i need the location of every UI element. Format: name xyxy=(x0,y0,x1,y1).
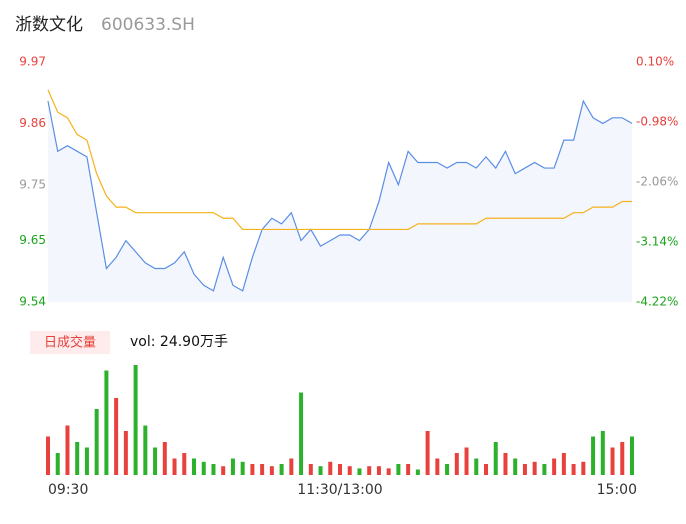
y-tick-label: 9.54 xyxy=(19,295,46,309)
volume-bar xyxy=(211,464,216,475)
volume-bar xyxy=(493,442,498,475)
volume-bar xyxy=(561,453,566,475)
y2-tick-label: -2.06% xyxy=(636,175,678,189)
volume-bar xyxy=(289,458,294,475)
volume-bar xyxy=(484,464,488,475)
volume-bar xyxy=(55,453,60,475)
volume-bar xyxy=(123,431,128,475)
volume-bar xyxy=(318,466,323,475)
volume-bar xyxy=(630,436,634,475)
y2-tick-label: 0.10% xyxy=(636,55,674,69)
chart-title: 浙数文化 xyxy=(15,15,83,35)
volume-bar xyxy=(406,464,411,475)
y2-tick-label: -0.98% xyxy=(636,115,678,129)
volume-bar xyxy=(75,442,80,475)
volume-bar xyxy=(503,453,508,475)
volume-badge xyxy=(30,331,110,354)
volume-bar xyxy=(94,409,99,475)
y-tick-label: 9.97 xyxy=(19,55,46,69)
volume-bar xyxy=(581,461,586,475)
volume-bar xyxy=(162,442,167,475)
volume-bar xyxy=(260,464,265,475)
volume-bar xyxy=(542,464,547,475)
volume-bar xyxy=(445,464,450,475)
volume-bar xyxy=(114,398,119,475)
volume-bar xyxy=(367,466,372,475)
volume-bar xyxy=(65,425,70,475)
volume-bar xyxy=(46,436,50,475)
y2-tick-label: -4.22% xyxy=(636,295,678,309)
volume-bar xyxy=(84,447,89,475)
volume-bar xyxy=(396,464,401,475)
volume-bar xyxy=(513,458,518,475)
volume-bar xyxy=(532,461,537,475)
volume-bar xyxy=(435,458,440,475)
volume-bar xyxy=(347,466,352,475)
y-tick-label: 9.75 xyxy=(19,177,46,191)
volume-bar xyxy=(299,392,304,475)
volume-bar xyxy=(153,447,158,475)
volume-bar xyxy=(192,458,196,475)
x-tick-label: 11:30/13:00 xyxy=(297,482,382,498)
volume-bar xyxy=(269,466,274,475)
volume-bar xyxy=(221,466,226,475)
y2-tick-label: -3.14% xyxy=(636,235,678,249)
volume-bar xyxy=(386,468,391,475)
volume-bar xyxy=(104,370,109,475)
volume-bar xyxy=(133,365,138,475)
volume-bar xyxy=(328,461,333,475)
volume-bar xyxy=(620,442,625,475)
volume-bar xyxy=(230,458,235,475)
volume-bar xyxy=(522,464,527,475)
volume-bar xyxy=(552,458,557,475)
volume-label: 日成交量 xyxy=(44,335,96,351)
y-tick-label: 9.86 xyxy=(19,116,46,130)
y-tick-label: 9.65 xyxy=(19,233,46,247)
volume-bar xyxy=(571,464,576,475)
price-line xyxy=(47,99,633,292)
volume-bar xyxy=(376,466,381,475)
volume-bar xyxy=(240,461,245,475)
average-line xyxy=(47,89,632,231)
volume-bar xyxy=(143,425,148,475)
volume-bar xyxy=(279,464,284,475)
volume-bar xyxy=(357,468,362,475)
x-tick-label: 15:00 xyxy=(597,482,637,498)
volume-bar xyxy=(474,458,479,475)
volume-bar xyxy=(610,447,615,475)
volume-bar xyxy=(464,447,469,475)
volume-bar xyxy=(250,464,255,475)
volume-bar xyxy=(182,453,187,475)
x-tick-label: 09:30 xyxy=(48,482,88,498)
volume-bar xyxy=(172,458,177,475)
volume-bar xyxy=(415,469,420,475)
volume-bar xyxy=(338,464,342,475)
price-area xyxy=(48,101,632,303)
chart-subtitle: 600633.SH xyxy=(101,15,195,35)
volume-annotation: vol: 24.90万手 xyxy=(130,334,228,350)
volume-bar xyxy=(308,464,313,475)
volume-bar xyxy=(600,431,605,475)
volume-bar xyxy=(425,431,430,475)
volume-bar xyxy=(201,461,206,475)
volume-bar xyxy=(454,453,459,475)
volume-bar xyxy=(591,436,596,475)
